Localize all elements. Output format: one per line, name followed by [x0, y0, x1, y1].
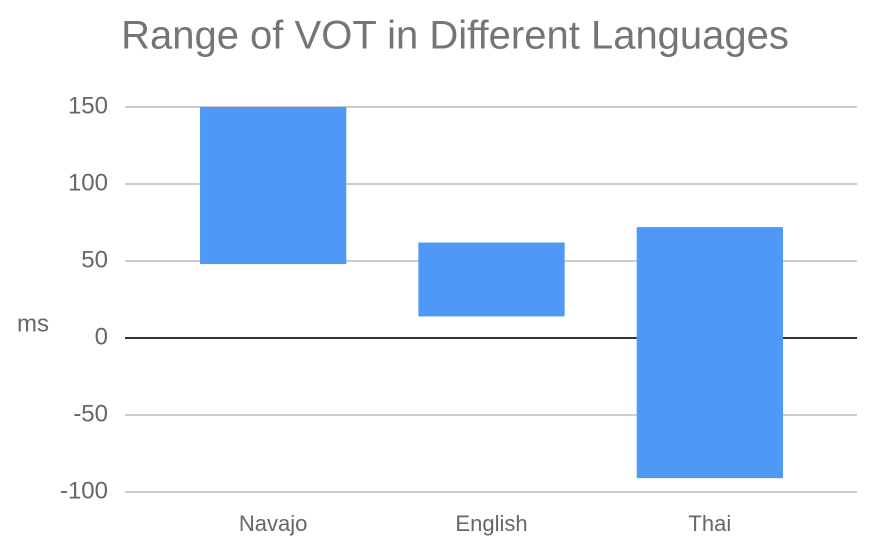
x-tick-label: Navajo — [239, 511, 307, 536]
bar — [200, 107, 347, 265]
x-tick-label: Thai — [688, 511, 731, 536]
x-tick-label: English — [455, 511, 527, 536]
y-tick-label: 150 — [68, 92, 108, 119]
y-tick-label: 0 — [95, 323, 108, 350]
chart-title: Range of VOT in Different Languages — [121, 14, 789, 58]
y-tick-label: 100 — [68, 169, 108, 196]
y-tick-label: -50 — [73, 400, 108, 427]
bar — [636, 227, 783, 479]
y-tick-label: -100 — [60, 477, 108, 504]
bar — [418, 242, 565, 317]
y-axis-label: ms — [17, 310, 49, 337]
y-tick-label: 50 — [81, 246, 108, 273]
